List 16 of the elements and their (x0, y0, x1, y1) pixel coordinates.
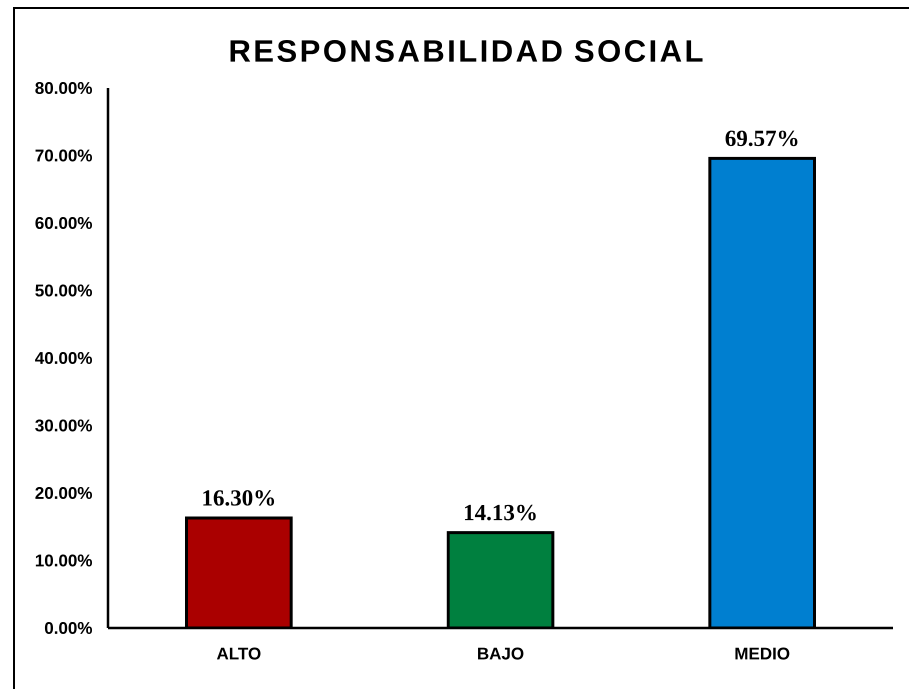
y-tick-label: 10.00% (36, 554, 92, 567)
y-tick-label: 50.00% (35, 284, 92, 297)
y-tick-label: 0.00% (44, 622, 92, 634)
y-tick-label: 70.00% (36, 149, 92, 162)
y-tick-label: 40.00% (35, 352, 92, 364)
y-tick-label: 30.00% (35, 419, 92, 432)
x-tick-label: ALTO (216, 648, 260, 660)
data-label: 16.30% (203, 490, 274, 506)
data-label: 69.57% (726, 130, 798, 146)
y-tick-label: 20.00% (35, 486, 92, 500)
data-label: 14.13% (464, 504, 536, 520)
x-tick-label: BAJO (478, 648, 524, 660)
x-tick-label: MEDIO (735, 648, 790, 660)
y-tick-label: 60.00% (35, 216, 92, 230)
chart-title: RESPONSABILIDAD SOCIAL (230, 40, 703, 62)
y-tick-label: 80.00% (35, 82, 92, 94)
